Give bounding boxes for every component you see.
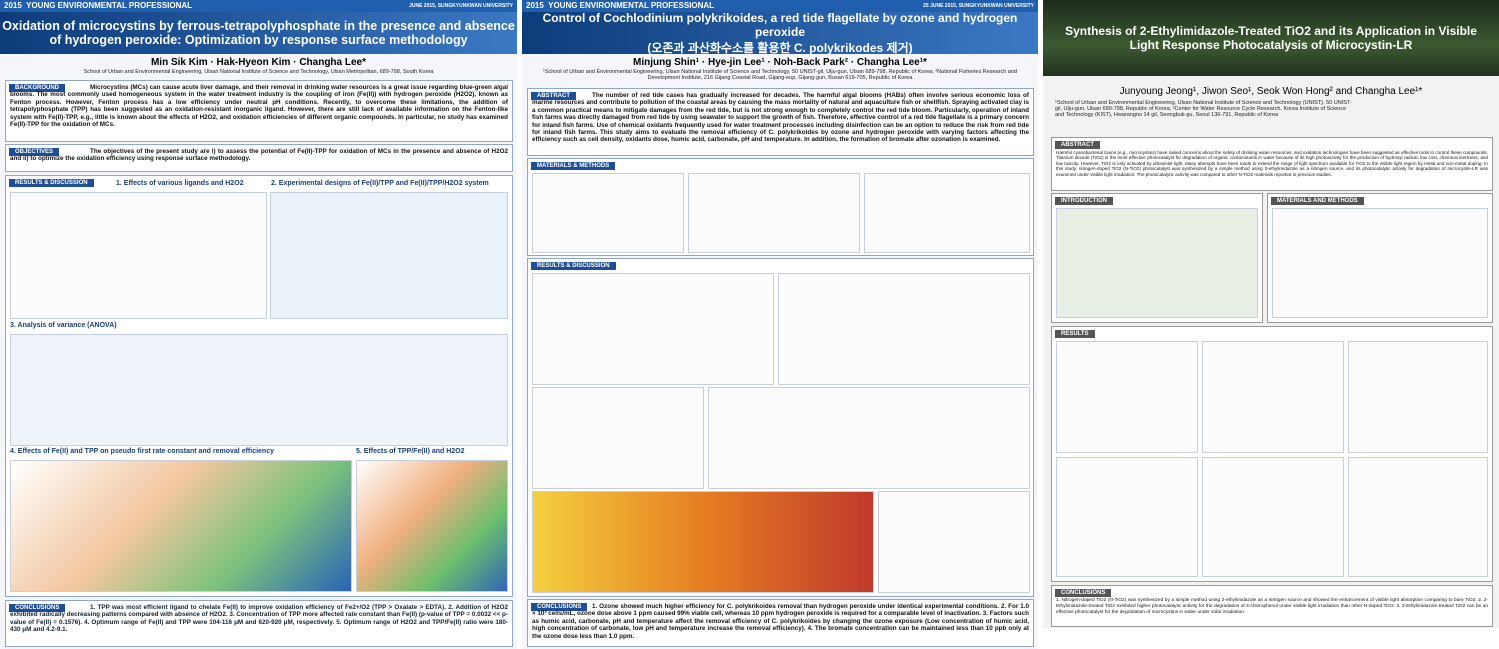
figure — [878, 491, 1030, 593]
heading: BACKGROUND — [9, 84, 65, 92]
subheading: 5. Effects of TPP/Fe(II) and H2O2 — [356, 448, 465, 455]
subheading: 3. Analysis of variance (ANOVA) — [10, 322, 117, 329]
title: Oxidation of microcystins by ferrous-tet… — [0, 12, 517, 54]
subheading: 1. Effects of various ligands and H2O2 — [116, 180, 244, 187]
heading: OBJECTIVES — [9, 148, 60, 156]
section: ABSTRACT Harmful cyanobacterial toxins (e… — [1051, 137, 1493, 191]
figure — [532, 491, 874, 593]
poster: 2015 YOUNG ENVIRONMENTAL PROFESSIONAL JUN… — [0, 0, 517, 649]
table — [10, 334, 508, 446]
banner: 2015 YOUNG ENVIRONMENTAL PROFESSIONAL JUN… — [0, 0, 517, 12]
section: INTRODUCTION — [1051, 193, 1263, 323]
heading: CONCLUSIONS — [9, 604, 66, 612]
figure — [10, 460, 352, 592]
event: YOUNG ENVIRONMENTAL PROFESSIONAL — [26, 1, 193, 10]
section: RESULTS & DISCUSSION — [527, 258, 1034, 597]
figure — [864, 173, 1030, 253]
subtitle: (오존과 과산화수소를 활용한 C. polykrikodes 제거) — [647, 40, 913, 55]
table — [270, 192, 508, 319]
section: RESULTS & DISCUSSION 1. Effects of vario… — [5, 175, 513, 597]
text: Harmful cyanobacterial toxins (e.g., mic… — [1056, 150, 1488, 177]
text: 1. Nitrogen-doped TiO2 (N-TiO2) was synt… — [1056, 598, 1488, 615]
section: MATERIALS AND METHODS — [1267, 193, 1493, 323]
affiliation: ¹School of Urban and Environmental Engin… — [1055, 100, 1352, 118]
figure — [1056, 208, 1258, 318]
poster: 2015 YOUNG ENVIRONMENTAL PROFESSIONAL 25 … — [522, 0, 1038, 649]
heading: ABSTRACT — [531, 92, 576, 100]
figure — [1272, 208, 1488, 318]
authors: Junyoung Jeong¹, Jiwon Seo¹, Seok Won Ho… — [1119, 86, 1423, 97]
figure — [1202, 341, 1344, 453]
subheading: 2. Experimental designs of Fe(II)/TPP an… — [271, 180, 489, 187]
figure — [356, 460, 508, 592]
figure — [1202, 457, 1344, 577]
figure — [532, 273, 774, 385]
text: The number of red tide cases has gradual… — [532, 92, 1029, 144]
year: 2015 — [526, 1, 544, 10]
figure — [688, 173, 860, 253]
heading: MATERIALS AND METHODS — [1271, 197, 1364, 205]
event: YOUNG ENVIRONMENTAL PROFESSIONAL — [548, 1, 715, 10]
figure — [1056, 457, 1198, 577]
section: BACKGROUND Microcystins (MCs) can cause a… — [5, 80, 513, 142]
section: CONCLUSIONS 1. TPP was most efficient lig… — [5, 600, 513, 647]
text: The objectives of the present study are … — [10, 148, 508, 163]
heading: ABSTRACT — [1055, 141, 1100, 149]
section: OBJECTIVES The objectives of the present … — [5, 144, 513, 172]
section: RESULTS — [1051, 326, 1493, 582]
banner: 2015 YOUNG ENVIRONMENTAL PROFESSIONAL 25 … — [522, 0, 1038, 12]
figure — [532, 173, 684, 253]
logo-strip — [1043, 628, 1499, 649]
section: CONCLUSIONS 1. Nitrogen-doped TiO2 (N-TiO… — [1051, 585, 1493, 627]
text: Microcystins (MCs) can cause acute liver… — [10, 84, 508, 129]
authors: Min Sik Kim · Hak-Hyeon Kim · Changha Le… — [150, 57, 367, 68]
title-block: Control of Cochlodinium polykrikoides, a… — [522, 12, 1038, 54]
authors: Minjung Shin¹ · Hye-jin Lee¹ · Noh-Back … — [633, 57, 927, 68]
heading: RESULTS & DISCUSSION — [531, 262, 616, 270]
figure — [1348, 457, 1488, 577]
date: 25 JUNE 2015, SUNGKYUNKWAN UNIVERSITY — [923, 3, 1034, 9]
affiliation: School of Urban and Environmental Engine… — [83, 69, 434, 75]
poster: Synthesis of 2-Ethylimidazole-Treated Ti… — [1043, 0, 1499, 649]
text: 1. TPP was most efficient ligand to chel… — [10, 604, 508, 634]
heading: CONCLUSIONS — [531, 603, 588, 611]
year: 2015 — [4, 1, 22, 10]
heading: CONCLUSIONS — [1055, 589, 1112, 597]
heading: MATERIALS & METHODS — [531, 162, 616, 170]
affiliation: ¹School of Urban and Environmental Engin… — [543, 69, 1017, 81]
subheading: 4. Effects of Fe(II) and TPP on pseudo f… — [10, 448, 274, 455]
figure — [1056, 341, 1198, 453]
figure — [1348, 341, 1488, 453]
heading: INTRODUCTION — [1055, 197, 1113, 205]
section: MATERIALS & METHODS — [527, 158, 1034, 256]
title: Synthesis of 2-Ethylimidazole-Treated Ti… — [1043, 0, 1499, 76]
figure — [10, 192, 267, 319]
heading: RESULTS — [1055, 330, 1095, 338]
figure — [778, 273, 1030, 385]
section: ABSTRACT The number of red tide cases has… — [527, 88, 1034, 156]
figure — [532, 387, 704, 489]
date: JUNE 2015, SUNGKYUNKWAN UNIVERSITY — [409, 3, 513, 9]
text: 1. Ozone showed much higher efficiency f… — [532, 603, 1029, 640]
figure — [708, 387, 1030, 489]
title: Control of Cochlodinium polykrikoides, a… — [542, 12, 1018, 39]
heading: RESULTS & DISCUSSION — [9, 179, 94, 187]
section: CONCLUSIONS 1. Ozone showed much higher e… — [527, 599, 1034, 647]
